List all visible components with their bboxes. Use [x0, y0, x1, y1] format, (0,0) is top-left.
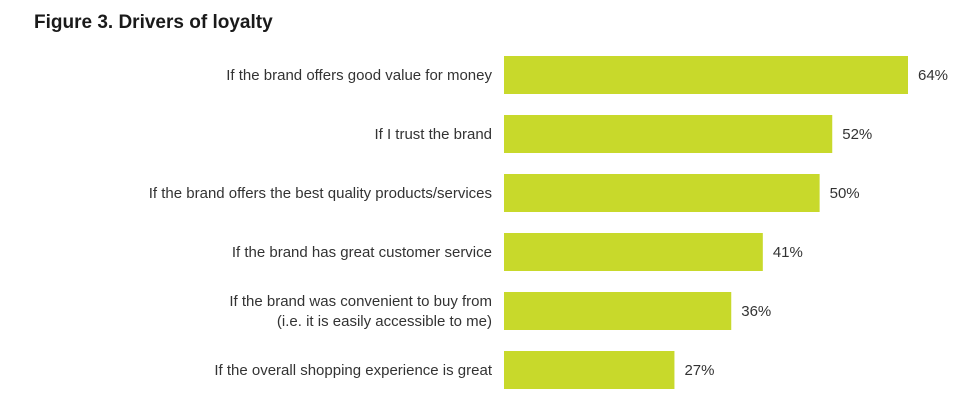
value-label: 36% [741, 303, 771, 320]
value-label: 27% [684, 362, 714, 379]
value-label: 52% [842, 126, 872, 143]
bar-6 [504, 351, 675, 389]
category-label: (i.e. it is easily accessible to me) [277, 313, 492, 330]
chart-title: Figure 3. Drivers of loyalty [34, 12, 273, 33]
value-label: 64% [918, 67, 948, 84]
category-label: If the brand has great customer service [232, 244, 492, 261]
category-label: If I trust the brand [374, 126, 492, 143]
bar-4 [504, 233, 763, 271]
category-label: If the brand offers good value for money [226, 67, 492, 84]
value-label: 41% [773, 244, 803, 261]
category-label: If the brand was convenient to buy from [229, 293, 492, 310]
bar-2 [504, 115, 833, 153]
bar-3 [504, 174, 820, 212]
bar-1 [504, 56, 908, 94]
category-label: If the brand offers the best quality pro… [149, 185, 492, 202]
category-label: If the overall shopping experience is gr… [214, 362, 493, 379]
bar-5 [504, 292, 732, 330]
value-label: 50% [830, 185, 860, 202]
